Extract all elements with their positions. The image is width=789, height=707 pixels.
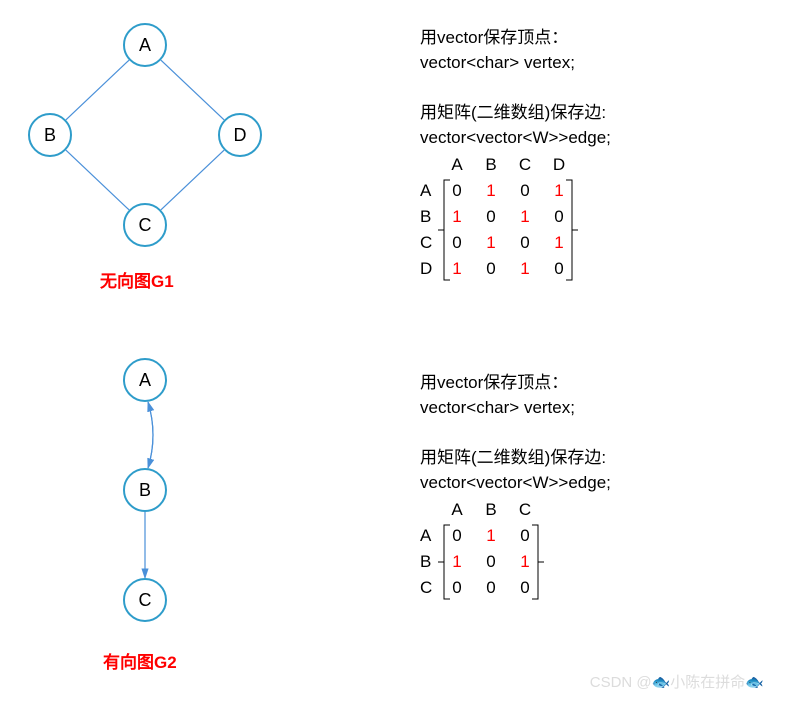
desc1-line3: 用矩阵(二维数组)保存边: bbox=[420, 100, 606, 126]
graph-g2: A B C bbox=[0, 0, 300, 700]
desc1-line4: vector<vector<W>>edge; bbox=[420, 125, 611, 151]
desc1-line2: vector<char> vertex; bbox=[420, 50, 575, 76]
desc2-line1: 用vector保存顶点： bbox=[420, 370, 568, 396]
node-A: A bbox=[123, 358, 167, 402]
matrix-header: B bbox=[474, 155, 508, 175]
desc2-line4: vector<vector<W>>edge; bbox=[420, 470, 611, 496]
desc1-line1: 用vector保存顶点： bbox=[420, 25, 568, 51]
diagram-container: ABCD 无向图G1 ABC 有向图G2 用vector保存顶点： vector… bbox=[0, 0, 789, 707]
node-B: B bbox=[123, 468, 167, 512]
matrix-header-row: ABCD bbox=[420, 152, 576, 178]
matrix-header: A bbox=[440, 500, 474, 520]
matrix-header: B bbox=[474, 500, 508, 520]
g2-caption: 有向图G2 bbox=[103, 648, 177, 673]
watermark: CSDN @🐟小陈在拼命🐟 bbox=[590, 671, 764, 692]
matrix-brackets bbox=[420, 178, 586, 312]
node-C: C bbox=[123, 578, 167, 622]
matrix-header: C bbox=[508, 500, 542, 520]
matrix-header: C bbox=[508, 155, 542, 175]
desc2-line3: 用矩阵(二维数组)保存边: bbox=[420, 445, 606, 471]
matrix2: ABCA010B101C000 bbox=[420, 497, 542, 601]
matrix-header-row: ABC bbox=[420, 497, 542, 523]
desc2-line2: vector<char> vertex; bbox=[420, 395, 575, 421]
matrix-header: D bbox=[542, 155, 576, 175]
matrix-header: A bbox=[440, 155, 474, 175]
matrix1: ABCDA0101B1010C0101D1010 bbox=[420, 152, 576, 282]
edge-B-A bbox=[148, 402, 153, 468]
matrix-brackets bbox=[420, 523, 552, 631]
